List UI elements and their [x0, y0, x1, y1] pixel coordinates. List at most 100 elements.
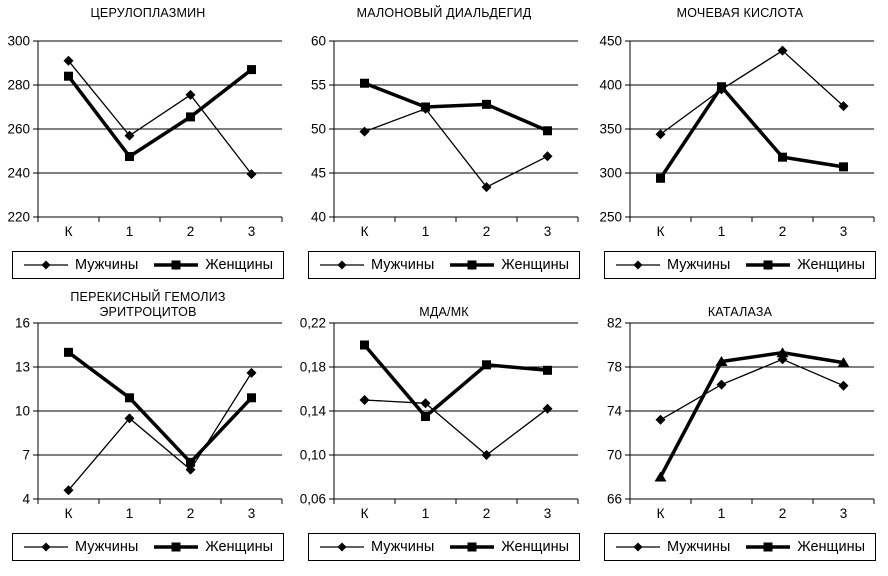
legend-item-women: Женщины [745, 257, 865, 273]
legend-wrap: Мужчины Женщины [0, 251, 296, 279]
legend-label-men: Мужчины [666, 539, 731, 555]
legend-item-men: Мужчины [23, 539, 138, 555]
legend-wrap: Мужчины Женщины [296, 533, 592, 561]
chart-title-text: ПЕРЕКИСНЫЙ ГЕМОЛИЗ ЭРИТРОЦИТОВ [70, 290, 226, 319]
line-plot-ceruloplasmin: 220 240 260 280 300 К 1 2 3 [7, 34, 283, 239]
legend-wrap: Мужчины Женщины [296, 251, 592, 279]
svg-text:0,10: 0,10 [300, 448, 326, 463]
women-series-line-square-icon [450, 260, 495, 270]
chart-title-text: МОЧЕВАЯ КИСЛОТА [676, 6, 804, 20]
svg-text:К: К [65, 224, 73, 239]
svg-text:К: К [657, 224, 665, 239]
svg-text:450: 450 [599, 34, 622, 49]
women-series-line-square-icon [154, 260, 199, 270]
legend-label-women: Женщины [797, 539, 866, 555]
chart-mda-mk: МДА/МК 0,06 0,10 0,14 0,18 0,22 К 1 2 3 Мужчины … [296, 288, 592, 576]
svg-text:0,14: 0,14 [300, 404, 327, 419]
svg-text:0,18: 0,18 [300, 360, 326, 375]
svg-text:2: 2 [187, 224, 195, 239]
legend-box: Мужчины Женщины [307, 533, 581, 561]
svg-text:350: 350 [599, 122, 622, 137]
svg-text:К: К [361, 506, 369, 521]
svg-text:1: 1 [422, 506, 430, 521]
svg-text:К: К [361, 224, 369, 239]
legend-item-men: Мужчины [615, 257, 730, 273]
svg-text:55: 55 [311, 78, 326, 93]
svg-text:300: 300 [599, 166, 622, 181]
men-series-line-diamond-icon [319, 260, 364, 270]
men-series-line-diamond-icon [319, 542, 364, 552]
svg-text:400: 400 [599, 78, 622, 93]
line-plot-erythrocyte-hemolysis: 4 7 10 13 16 К 1 2 3 [15, 316, 283, 521]
women-series-line-square-icon [450, 542, 495, 552]
legend-label-men: Мужчины [666, 257, 731, 273]
svg-text:260: 260 [7, 122, 30, 137]
svg-text:60: 60 [311, 34, 326, 49]
legend-item-men: Мужчины [615, 539, 730, 555]
svg-text:7: 7 [22, 448, 30, 463]
svg-text:3: 3 [248, 224, 256, 239]
women-series-line-square-icon [154, 542, 199, 552]
svg-text:3: 3 [544, 224, 552, 239]
svg-text:40: 40 [311, 210, 326, 225]
svg-text:2: 2 [187, 506, 195, 521]
svg-text:300: 300 [7, 34, 30, 49]
svg-text:1: 1 [718, 506, 726, 521]
legend-box: Мужчины Женщины [11, 533, 285, 561]
svg-text:3: 3 [248, 506, 256, 521]
chart-title-text: МДА/МК [419, 305, 469, 319]
men-series-line-diamond-icon [615, 260, 660, 270]
svg-text:0,22: 0,22 [300, 316, 326, 331]
svg-text:70: 70 [607, 448, 622, 463]
women-series-line-square-icon [746, 542, 791, 552]
svg-text:2: 2 [779, 224, 787, 239]
svg-text:К: К [65, 506, 73, 521]
svg-text:280: 280 [7, 78, 30, 93]
svg-text:240: 240 [7, 166, 30, 181]
chart-ceruloplasmin: ЦЕРУЛОПЛАЗМИН 220 240 260 280 300 К 1 2 3 Мужчин… [0, 0, 296, 288]
svg-text:К: К [657, 506, 665, 521]
chart-uric-acid: МОЧЕВАЯ КИСЛОТА 250 300 350 400 450 К 1 2 3 Мужч… [592, 0, 888, 288]
svg-text:74: 74 [607, 404, 623, 419]
line-plot-catalase: 66 70 74 78 82 К 1 2 3 [607, 316, 875, 521]
legend-item-women: Женщины [745, 539, 865, 555]
legend-label-women: Женщины [501, 257, 570, 273]
legend-item-women: Женщины [449, 257, 569, 273]
legend-label-women: Женщины [797, 257, 866, 273]
chart-title-catalase: КАТАЛАЗА [592, 288, 888, 320]
chart-title-ceruloplasmin: ЦЕРУЛОПЛАЗМИН [0, 0, 296, 38]
svg-text:1: 1 [126, 506, 134, 521]
legend-item-women: Женщины [449, 539, 569, 555]
svg-text:2: 2 [483, 506, 491, 521]
legend-wrap: Мужчины Женщины [0, 533, 296, 561]
men-series-line-diamond-icon [23, 260, 68, 270]
svg-text:2: 2 [779, 506, 787, 521]
chart-malondialdehyde: МАЛОНОВЫЙ ДИАЛЬДЕГИД 40 45 50 55 60 К 1 2 3 Мужч… [296, 0, 592, 288]
legend-item-men: Мужчины [23, 257, 138, 273]
legend-box: Мужчины Женщины [307, 251, 581, 279]
svg-text:16: 16 [15, 316, 30, 331]
svg-text:1: 1 [126, 224, 134, 239]
chart-title-text: МАЛОНОВЫЙ ДИАЛЬДЕГИД [356, 6, 532, 20]
svg-text:82: 82 [607, 316, 622, 331]
svg-text:250: 250 [599, 210, 622, 225]
legend-box: Мужчины Женщины [11, 251, 285, 279]
legend-label-women: Женщины [205, 539, 274, 555]
legend-label-women: Женщины [205, 257, 274, 273]
legend-item-women: Женщины [153, 539, 273, 555]
chart-title-erythrocyte-hemolysis: ПЕРЕКИСНЫЙ ГЕМОЛИЗ ЭРИТРОЦИТОВ [0, 288, 296, 320]
chart-catalase: КАТАЛАЗА 66 70 74 78 82 К 1 2 3 Мужчины Женщины [592, 288, 888, 576]
chart-title-uric-acid: МОЧЕВАЯ КИСЛОТА [592, 0, 888, 38]
svg-text:3: 3 [840, 506, 848, 521]
svg-text:45: 45 [311, 166, 326, 181]
legend-box: Мужчины Женщины [603, 533, 877, 561]
chart-title-malondialdehyde: МАЛОНОВЫЙ ДИАЛЬДЕГИД [296, 0, 592, 38]
legend-label-men: Мужчины [370, 539, 435, 555]
legend-label-men: Мужчины [370, 257, 435, 273]
legend-wrap: Мужчины Женщины [592, 533, 888, 561]
legend-item-women: Женщины [153, 257, 273, 273]
chart-title-text: КАТАЛАЗА [707, 305, 773, 319]
svg-text:4: 4 [22, 492, 30, 507]
svg-text:78: 78 [607, 360, 622, 375]
